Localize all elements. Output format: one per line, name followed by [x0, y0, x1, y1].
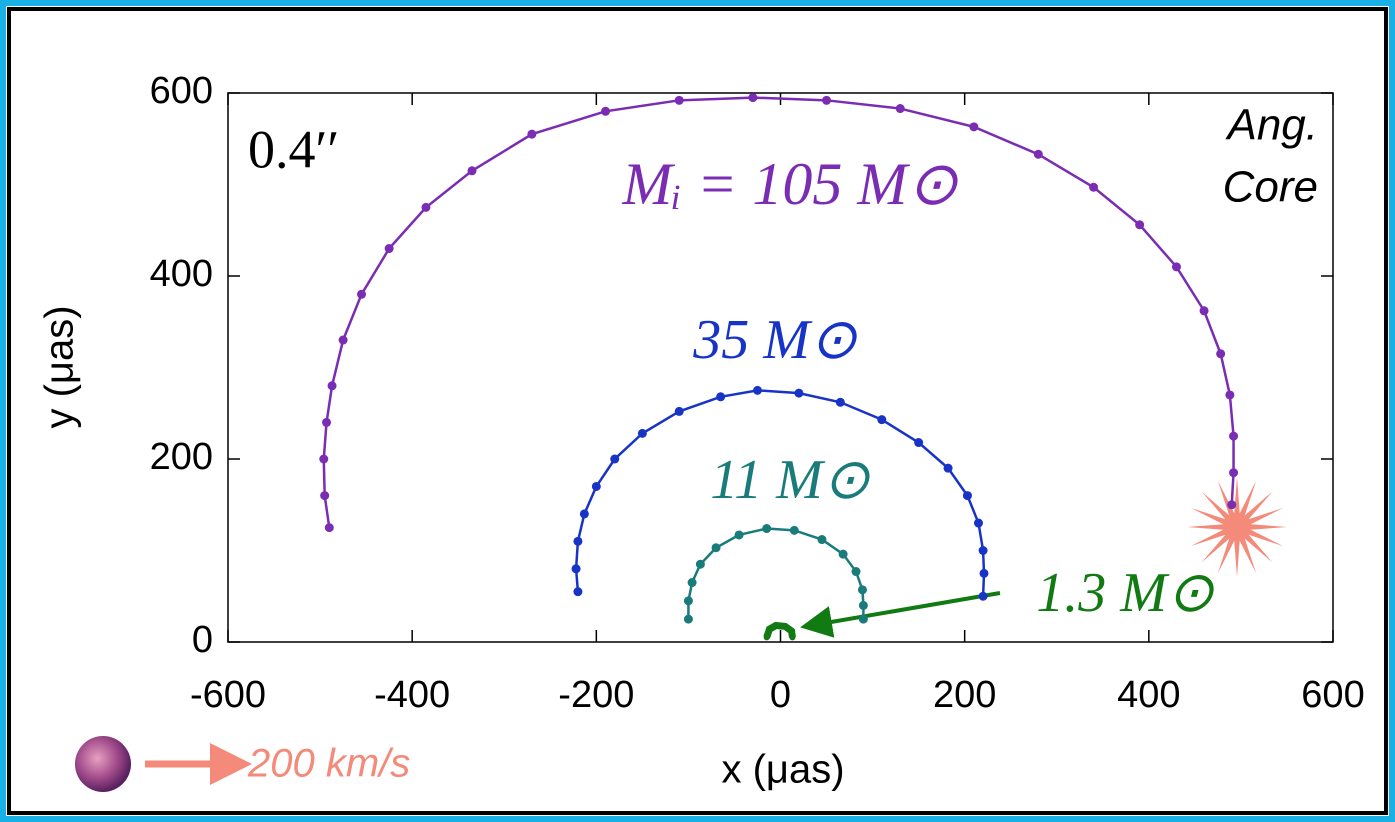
data-point: [735, 530, 744, 539]
data-point: [716, 392, 725, 401]
series-label: 11 M⊙: [710, 449, 870, 511]
series-label: 1.3 M⊙: [1036, 562, 1215, 624]
data-point: [963, 491, 972, 500]
y-tick-label: 600: [150, 70, 213, 112]
data-point: [859, 615, 868, 624]
data-point: [320, 491, 329, 500]
data-point: [592, 482, 601, 491]
data-point: [1034, 150, 1043, 159]
data-point: [319, 455, 328, 464]
annotation: Core: [1223, 163, 1318, 212]
data-point: [601, 107, 610, 116]
data-point: [762, 524, 771, 533]
data-point: [766, 626, 772, 632]
data-point: [858, 585, 867, 594]
x-tick-label: 400: [1117, 674, 1180, 716]
data-point: [1227, 500, 1236, 509]
data-point: [1200, 306, 1209, 315]
data-point: [944, 464, 953, 473]
chart: x (μas) y (μas) 0.4′′ Ang. Core 200 km/s…: [0, 0, 1395, 822]
data-point: [789, 634, 795, 640]
data-point: [896, 104, 905, 113]
page: {"chart_data": {"type": "line", "x_label…: [0, 0, 1395, 822]
data-point: [1216, 349, 1225, 358]
x-tick-label: -200: [558, 674, 634, 716]
data-point: [572, 564, 581, 573]
data-point: [974, 519, 983, 528]
data-point: [748, 93, 757, 102]
annotation: 0.4′′: [248, 119, 339, 179]
annotation: 200 km/s: [247, 742, 410, 786]
data-point: [325, 523, 334, 532]
data-point: [610, 455, 619, 464]
data-point: [339, 336, 348, 345]
data-point: [839, 550, 848, 559]
x-tick-label: 600: [1301, 674, 1364, 716]
x-axis-label: x (μas): [721, 748, 844, 792]
data-point: [421, 203, 430, 212]
data-point: [675, 407, 684, 416]
data-point: [712, 543, 721, 552]
planet-icon: [75, 736, 131, 792]
x-tick-label: 0: [770, 674, 791, 716]
data-point: [753, 386, 762, 395]
data-point: [852, 567, 861, 576]
data-point: [675, 96, 684, 105]
data-point: [914, 438, 923, 447]
data-point: [782, 623, 788, 629]
data-point: [969, 122, 978, 131]
data-point: [980, 569, 989, 578]
data-point: [979, 592, 988, 601]
data-point: [789, 628, 795, 634]
data-point: [1089, 183, 1098, 192]
data-point: [794, 389, 803, 398]
x-tick-label: 200: [933, 674, 996, 716]
data-point: [573, 587, 582, 596]
data-point: [328, 381, 337, 390]
y-axis-label: y (μas): [38, 305, 82, 428]
data-point: [357, 290, 366, 299]
data-point: [836, 398, 845, 407]
data-point: [979, 546, 988, 555]
data-point: [573, 537, 582, 546]
x-tick-label: -600: [190, 674, 266, 716]
data-point: [859, 601, 868, 610]
data-point: [385, 244, 394, 253]
series-label: Mᵢ = 105 M⊙: [621, 151, 958, 217]
data-point: [1172, 262, 1181, 271]
data-point: [696, 560, 705, 569]
data-point: [684, 596, 693, 605]
y-tick-label: 400: [150, 253, 213, 295]
data-point: [1229, 468, 1238, 477]
data-point: [817, 535, 826, 544]
data-point: [773, 623, 779, 629]
y-tick-label: 200: [150, 436, 213, 478]
x-tick-label: -400: [374, 674, 450, 716]
data-point: [688, 578, 697, 587]
data-point: [322, 418, 331, 427]
data-point: [1225, 390, 1234, 399]
y-tick-label: 0: [192, 619, 213, 661]
data-point: [684, 615, 693, 624]
series-label: 35 M⊙: [692, 309, 858, 371]
annotation: Ang.: [1224, 101, 1318, 150]
data-point: [877, 415, 886, 424]
data-point: [580, 509, 589, 518]
data-point: [790, 526, 799, 535]
data-point: [1135, 220, 1144, 229]
data-point: [468, 166, 477, 175]
data-point: [1229, 432, 1238, 441]
data-point: [527, 130, 536, 139]
data-point: [822, 96, 831, 105]
data-point: [764, 634, 770, 640]
data-point: [638, 429, 647, 438]
